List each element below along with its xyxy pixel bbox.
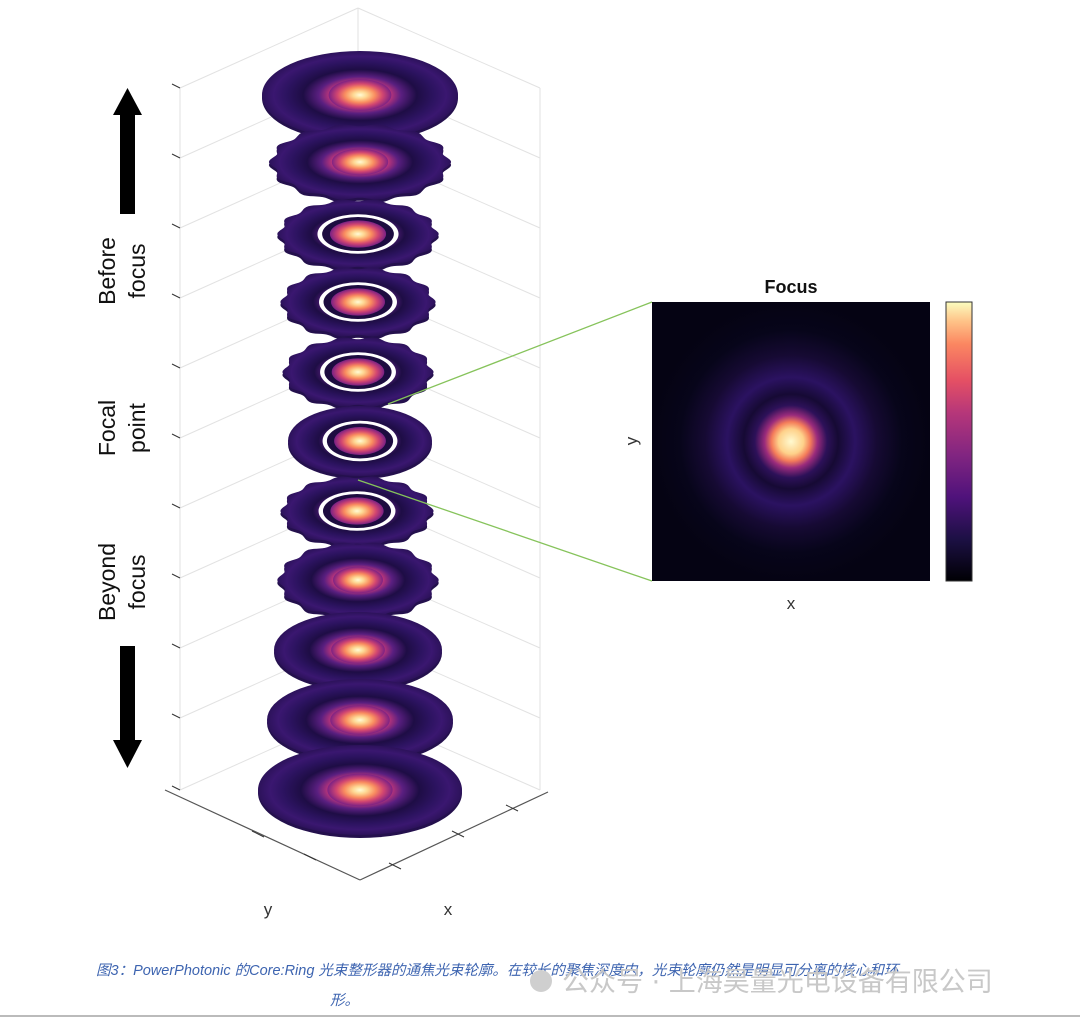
figure-caption: 图3：PowerPhotonic 的Core:Ring 光束整形器的通焦光束轮廓… bbox=[0, 955, 1080, 1015]
focus-connector-lines bbox=[357, 301, 653, 582]
beam-slices bbox=[258, 51, 462, 838]
watermark-text: 公众号 · 上海昊量光电设备有限公司 bbox=[562, 967, 993, 998]
wechat-icon bbox=[530, 969, 552, 992]
before-focus-label-line2: focus bbox=[124, 244, 150, 299]
beam-slice bbox=[282, 337, 434, 410]
arrow-down-icon bbox=[113, 646, 142, 768]
beam-slice bbox=[280, 476, 434, 549]
beam-slice bbox=[268, 124, 452, 203]
beam-slice bbox=[262, 51, 458, 142]
caption-line-2: 形。 bbox=[330, 993, 359, 1009]
watermark: 公众号 · 上海昊量光电设备有限公司 bbox=[530, 960, 993, 999]
beam-slice bbox=[258, 745, 462, 838]
beyond-focus-label-line2: focus bbox=[124, 555, 150, 610]
focal-point-label-line2: point bbox=[124, 402, 150, 452]
beam-profile-figure: y x Before focus Focal point Beyond focu… bbox=[94, 7, 973, 919]
inset-title: Focus bbox=[764, 277, 817, 297]
axis-label-x: x bbox=[444, 900, 453, 919]
colorbar bbox=[945, 301, 973, 582]
before-focus-label-line1: Before bbox=[94, 237, 120, 305]
beam-slice bbox=[267, 679, 453, 764]
focal-point-label-line1: Focal bbox=[94, 400, 120, 456]
arrow-up-icon bbox=[113, 88, 142, 214]
caption-line-1: 图3：PowerPhotonic 的Core:Ring 光束整形器的通焦光束轮廓… bbox=[96, 963, 899, 979]
inset-ylabel: y bbox=[622, 436, 641, 445]
focus-inset: Focus x y bbox=[622, 277, 973, 613]
axis-label-y: y bbox=[264, 900, 273, 919]
beam-slice bbox=[274, 612, 442, 691]
beyond-focus-label-line1: Beyond bbox=[94, 543, 120, 621]
beam-slice bbox=[277, 542, 439, 621]
beam-slice bbox=[280, 267, 436, 340]
inset-xlabel: x bbox=[787, 594, 796, 613]
beam-slice bbox=[277, 199, 439, 272]
bottom-divider bbox=[0, 1015, 1080, 1017]
beam-slice bbox=[288, 406, 432, 479]
